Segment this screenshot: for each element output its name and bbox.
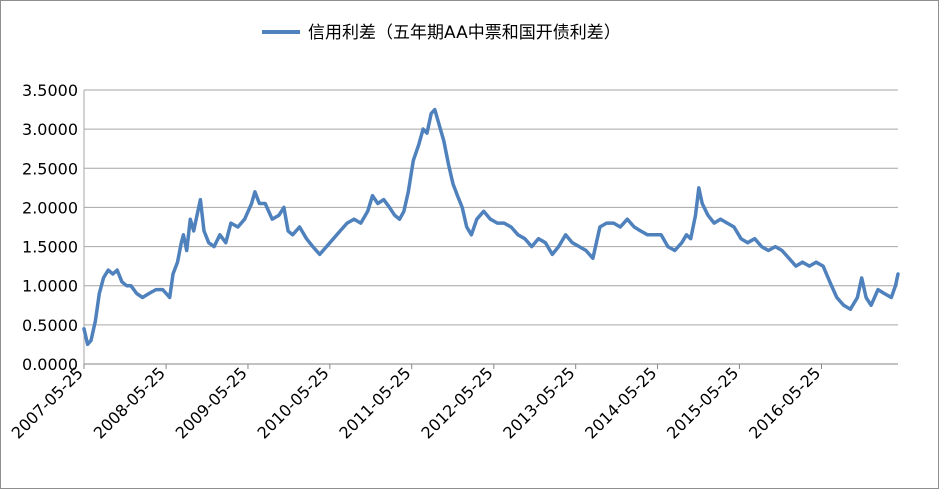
y-tick-label: 3.5000 — [22, 81, 78, 100]
legend-label: 信用利差（五年期AA中票和国开债利差） — [308, 23, 621, 43]
x-tick-label: 2008-05-25 — [90, 363, 169, 442]
y-tick-label: 0.5000 — [22, 316, 78, 335]
x-tick-label: 2015-05-25 — [663, 363, 742, 442]
y-tick-label: 2.0000 — [22, 198, 78, 217]
series-line — [82, 107, 900, 347]
x-tick-label: 2016-05-25 — [745, 363, 824, 442]
x-tick-label: 2012-05-25 — [417, 363, 496, 442]
x-tick-label: 2011-05-25 — [335, 363, 414, 442]
y-tick-label: 2.5000 — [22, 159, 78, 178]
x-tick-label: 2014-05-25 — [581, 363, 660, 442]
x-tick-label: 2009-05-25 — [172, 363, 251, 442]
y-tick-label: 1.0000 — [22, 277, 78, 296]
x-tick-label: 2013-05-25 — [499, 363, 578, 442]
y-tick-label: 3.0000 — [22, 120, 78, 139]
y-tick-label: 0.0000 — [22, 355, 78, 374]
x-tick-label: 2010-05-25 — [253, 363, 332, 442]
y-tick-label: 1.5000 — [22, 238, 78, 257]
x-tick-label: 2007-05-25 — [8, 363, 87, 442]
